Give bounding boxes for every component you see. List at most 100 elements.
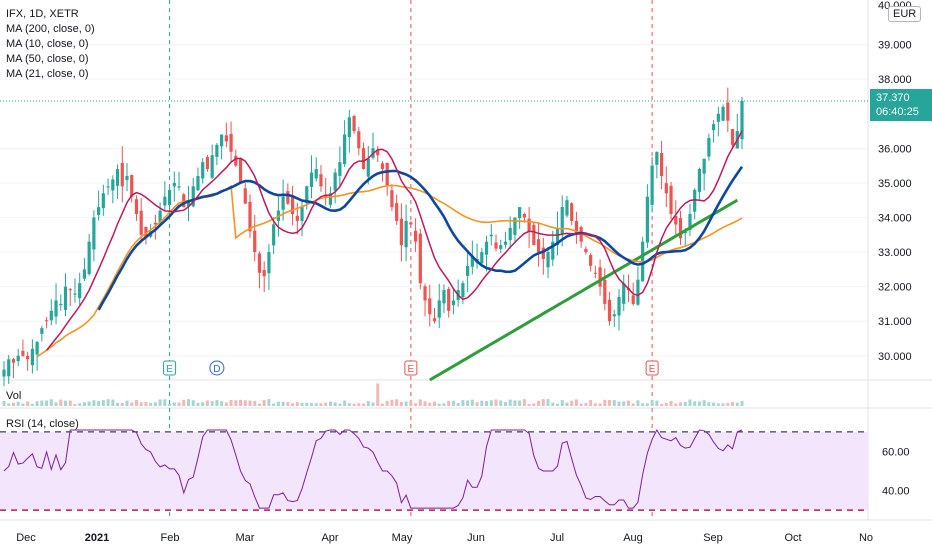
volume-bar — [300, 402, 304, 406]
volume-bar — [310, 403, 313, 406]
candle-body — [376, 149, 380, 156]
candle-body — [347, 117, 351, 138]
candle — [447, 286, 451, 318]
candle — [333, 168, 337, 204]
candle — [466, 252, 470, 292]
candle — [82, 258, 87, 282]
volume-bar — [243, 400, 247, 406]
volume-bar — [343, 400, 347, 406]
volume-bar — [11, 402, 15, 406]
candle — [494, 234, 498, 252]
volume-bar — [414, 403, 418, 406]
candle-body — [437, 300, 441, 318]
volume-bar — [485, 401, 489, 406]
currency-button[interactable]: EUR — [888, 6, 922, 22]
volume-bar — [716, 403, 720, 406]
volume-bar — [210, 401, 214, 406]
axes: 39.000 38.000 36.000 35.000 34.000 33.000 32.0… — [16, 0, 911, 544]
volume-bar — [423, 401, 427, 406]
volume-bar — [35, 401, 39, 406]
candle — [125, 163, 129, 192]
volume-bar — [721, 403, 725, 406]
volume-bar — [480, 400, 484, 406]
candle-body — [352, 116, 356, 132]
candle — [475, 243, 479, 269]
candle-body — [470, 255, 474, 267]
candle-body — [21, 350, 25, 356]
candle — [546, 246, 550, 278]
candle — [574, 211, 579, 244]
candle — [153, 214, 157, 240]
candle-body — [636, 279, 640, 305]
candle — [30, 339, 34, 374]
ma200-line — [429, 198, 739, 382]
volume-bar — [366, 401, 370, 406]
price-tick-label: 33.000 — [878, 247, 912, 259]
candle — [726, 87, 730, 132]
volume-bar — [589, 400, 593, 406]
candle-body — [97, 207, 101, 215]
time-tick-label: Dec — [16, 532, 36, 544]
candle-body — [617, 297, 621, 316]
candle-body — [73, 293, 77, 295]
earnings-marker: E — [404, 360, 418, 376]
candle-body — [106, 186, 110, 188]
candle — [309, 155, 314, 199]
candle-body — [343, 134, 347, 164]
candle-body — [134, 199, 139, 215]
candle-body — [309, 172, 314, 187]
candle — [612, 309, 616, 327]
volume-bar — [21, 403, 25, 406]
rsi-legend: RSI (14, close) — [6, 418, 79, 430]
candle-body — [229, 133, 233, 152]
candle-body — [494, 242, 498, 249]
candle-body — [551, 241, 555, 260]
candle — [678, 210, 683, 245]
volume-bar — [626, 400, 630, 406]
candle — [409, 220, 413, 229]
candle — [163, 181, 167, 211]
volume-bar — [82, 402, 86, 406]
candle — [130, 174, 134, 203]
event-letter: E — [166, 364, 173, 375]
price-tick-label: 35.000 — [878, 178, 912, 190]
candle-body — [82, 269, 87, 279]
candle — [659, 140, 664, 190]
candle-body — [11, 359, 16, 363]
candle — [111, 175, 115, 204]
volume-legend: Vol — [6, 390, 22, 402]
candle-body — [380, 163, 385, 170]
candle-body — [489, 234, 493, 237]
volume-bar — [40, 400, 44, 406]
volume-bar — [674, 403, 678, 406]
volume-bar — [702, 400, 706, 406]
candle-body — [300, 207, 304, 221]
candle-body — [461, 283, 465, 298]
volume-bar — [295, 402, 299, 406]
candle — [584, 246, 588, 255]
volume-bar — [30, 403, 34, 406]
candle — [210, 144, 214, 180]
candle — [697, 167, 702, 201]
volume-bar — [385, 400, 389, 406]
candle-body — [560, 207, 564, 235]
candle-body — [622, 283, 626, 304]
candle — [319, 165, 323, 192]
time-tick-label: Feb — [161, 532, 180, 544]
rsi-line — [3, 428, 743, 509]
volume-bar — [442, 403, 446, 406]
candle-body — [238, 159, 243, 183]
volume-bar — [650, 399, 654, 406]
volume-bar — [451, 400, 455, 406]
volume-bar — [267, 399, 271, 406]
volume-bar — [328, 401, 332, 406]
volume-bar — [92, 400, 96, 406]
candle-body — [205, 157, 210, 170]
candle-body — [319, 174, 323, 187]
candle — [361, 142, 366, 170]
candle — [385, 162, 389, 196]
candle — [290, 185, 295, 226]
volume-bar — [494, 399, 498, 406]
volume-bar — [617, 401, 621, 406]
